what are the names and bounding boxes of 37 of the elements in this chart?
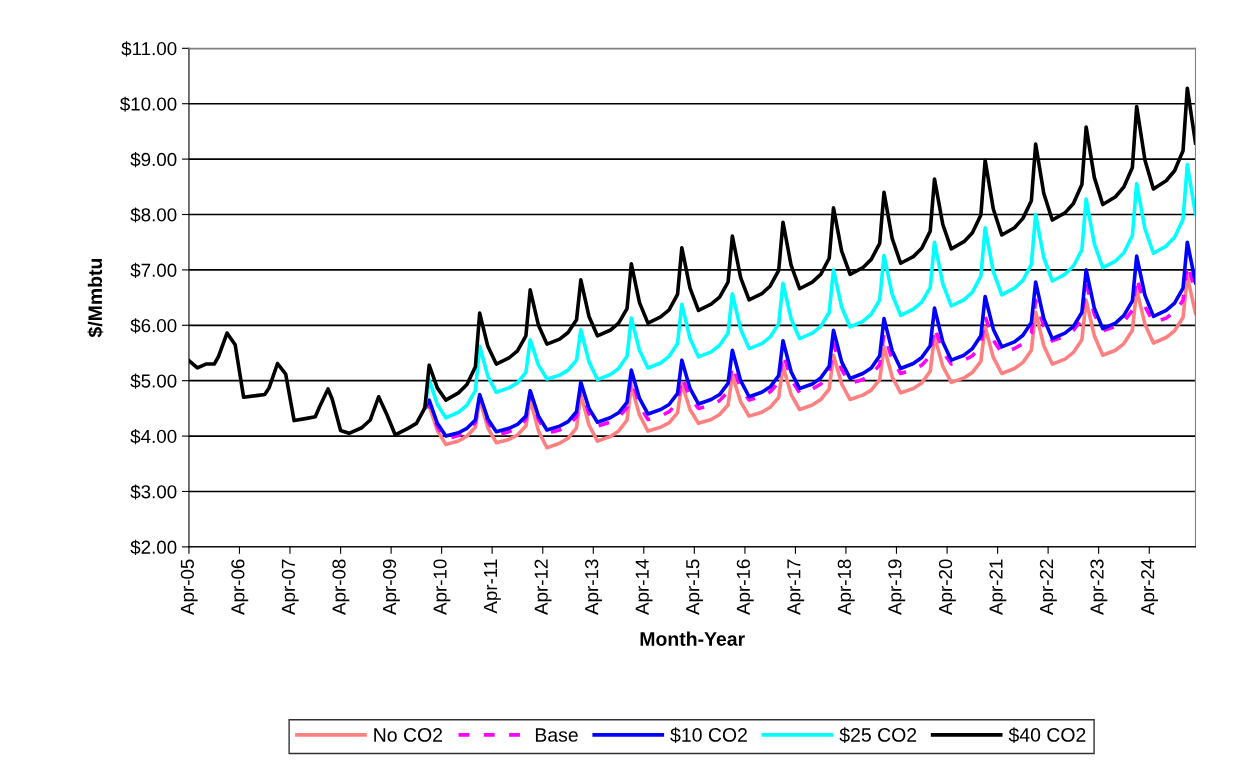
y-tick-label: $10.00 [120,96,177,112]
x-tick-label: Apr-12 [534,559,552,615]
x-tick-label: Apr-20 [938,559,956,615]
x-tick-label: Apr-07 [281,559,299,615]
legend-label: Base [535,728,578,742]
x-tick-label: Apr-19 [888,559,906,615]
x-tick-label: Apr-13 [585,559,603,615]
x-tick-label: Apr-06 [231,559,249,615]
x-tick-label: Apr-08 [332,559,350,615]
y-tick-label: $7.00 [130,262,177,278]
y-tick-label: $6.00 [130,318,177,334]
x-tick-label: Apr-15 [686,559,704,615]
legend-label: $40 CO2 [1008,727,1086,743]
x-tick-label: Apr-16 [736,559,754,615]
y-tick-label: $8.00 [130,207,177,223]
y-tick-label: $9.00 [130,152,177,168]
y-axis-title: $/Mmbtu [87,258,104,338]
x-tick-label: Apr-05 [180,559,198,615]
x-tick-label: Apr-21 [989,559,1007,615]
y-tick-label: $4.00 [130,429,177,445]
x-tick-label: Apr-17 [787,559,805,615]
x-tick-label: Apr-09 [382,559,400,615]
legend-label: $25 CO2 [839,727,917,743]
x-axis-title: Month-Year [640,631,745,646]
x-tick-label: Apr-24 [1141,559,1158,615]
x-tick-label: Apr-11 [484,559,501,614]
legend-label: No CO2 [374,728,442,742]
x-tick-label: Apr-18 [837,559,855,615]
legend-label: $10 CO2 [670,727,747,743]
x-tick-label: Apr-14 [635,559,653,615]
x-tick-label: Apr-22 [1039,559,1057,615]
y-tick-label: $11.00 [121,41,177,57]
x-tick-label: Apr-23 [1090,559,1108,615]
x-tick-label: Apr-10 [433,559,451,615]
y-tick-label: $5.00 [130,373,177,389]
y-tick-label: $3.00 [130,484,177,500]
y-tick-label: $2.00 [130,539,177,555]
